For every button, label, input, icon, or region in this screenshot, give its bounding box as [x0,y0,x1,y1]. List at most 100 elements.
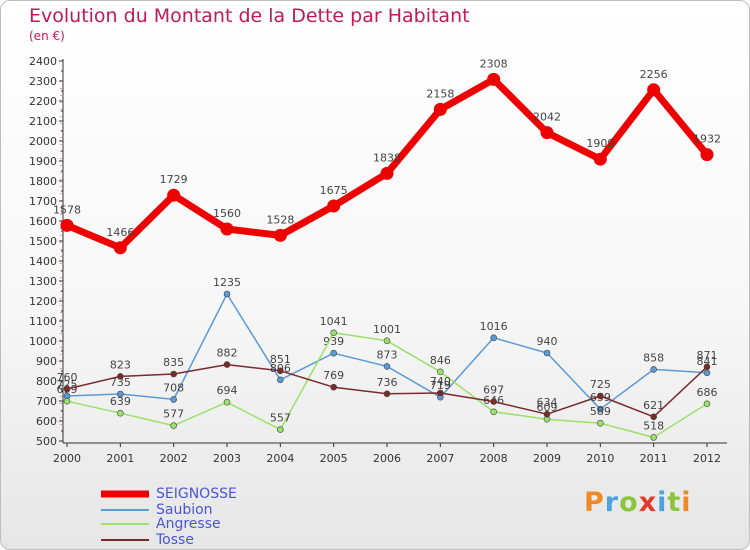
x-tick-label: 2008 [480,452,508,465]
data-label: 1560 [213,207,241,220]
x-tick-label: 2003 [213,452,241,465]
data-point [650,413,657,421]
data-point [543,410,551,418]
y-tick-label: 2000 [29,135,57,148]
logo-letter: i [681,487,692,518]
data-label: 697 [483,384,504,397]
legend-label: SEIGNOSSE [156,486,237,502]
data-point [277,426,284,433]
data-point [650,434,657,441]
data-point [433,102,447,116]
data-point [330,383,337,391]
legend-swatch [101,523,149,525]
data-point [63,385,71,393]
proxiti-logo: Proxiti [584,487,692,518]
legend-swatch [101,539,149,541]
data-point [117,390,124,398]
x-tick-label: 2005 [320,452,348,465]
data-point [330,329,337,337]
y-tick-label: 900 [36,355,57,368]
data-label: 769 [323,369,344,382]
data-label: 634 [537,396,558,409]
data-label: 577 [163,408,184,421]
data-label: 835 [163,356,184,369]
data-label: 1041 [320,315,348,328]
y-tick-label: 1200 [29,295,57,308]
legend-label: Saubion [156,502,213,518]
legend-swatch [101,490,149,498]
data-label: 823 [110,358,131,371]
data-label: 2256 [640,68,668,81]
y-tick-label: 1700 [29,195,57,208]
data-point [383,337,391,345]
data-point [220,222,234,236]
data-label: 740 [430,375,451,388]
data-label: 2158 [426,87,454,100]
data-point [273,228,287,242]
legend-label: Tosse [156,532,194,548]
legend-item-seignosse: SEIGNOSSE [101,486,341,502]
data-point [647,83,661,97]
data-label: 858 [643,351,664,364]
data-label: 694 [217,384,238,397]
legend-item-angresse: Angresse [101,516,341,532]
data-label: 1675 [320,184,348,197]
data-point [330,349,337,357]
data-label: 1932 [693,133,721,146]
data-point [700,148,714,162]
data-point [380,166,394,180]
data-point [170,396,177,403]
legend-label: Angresse [156,516,221,532]
x-tick-label: 2012 [693,452,721,465]
data-label: 2308 [480,57,508,70]
y-tick-label: 600 [36,415,57,428]
y-tick-label: 1900 [29,155,57,168]
data-label: 708 [163,381,184,394]
data-label: 736 [377,376,398,389]
data-label: 609 [537,401,558,414]
y-tick-label: 1400 [29,255,57,268]
data-point [540,126,554,140]
data-point [277,376,284,384]
data-label: 639 [110,395,131,408]
data-point [490,398,497,405]
data-label: 621 [643,399,664,412]
data-point [170,370,177,378]
data-point [543,349,551,357]
logo-letter: r [604,487,620,518]
data-point [327,199,341,213]
data-label: 589 [590,405,611,418]
y-tick-label: 2200 [29,95,57,108]
data-point [170,422,177,429]
x-tick-label: 2007 [426,452,454,465]
data-label: 1729 [160,173,188,186]
data-label: 2042 [533,111,561,124]
logo-letter: P [584,487,605,518]
x-tick-label: 2011 [640,452,668,465]
data-point [117,373,124,380]
x-tick-label: 2001 [106,452,134,465]
data-label: 1001 [373,323,401,336]
y-tick-label: 800 [36,375,57,388]
data-label: 873 [377,348,398,361]
data-label: 1578 [53,203,81,216]
data-label: 851 [270,353,291,366]
data-point [597,405,604,413]
data-label: 846 [430,354,451,367]
data-point [703,400,711,408]
y-tick-label: 1000 [29,335,57,348]
data-label: 882 [217,347,238,360]
data-point [117,409,124,417]
logo-letter: x [638,487,658,518]
data-point [703,363,711,371]
y-tick-label: 1300 [29,275,57,288]
data-label: 725 [590,378,611,391]
y-tick-label: 2400 [29,55,57,68]
y-tick-label: 1800 [29,175,57,188]
chart-subtitle: (en €) [29,29,65,43]
y-tick-label: 2300 [29,75,57,88]
data-point [703,369,711,377]
data-label: 841 [697,355,718,368]
